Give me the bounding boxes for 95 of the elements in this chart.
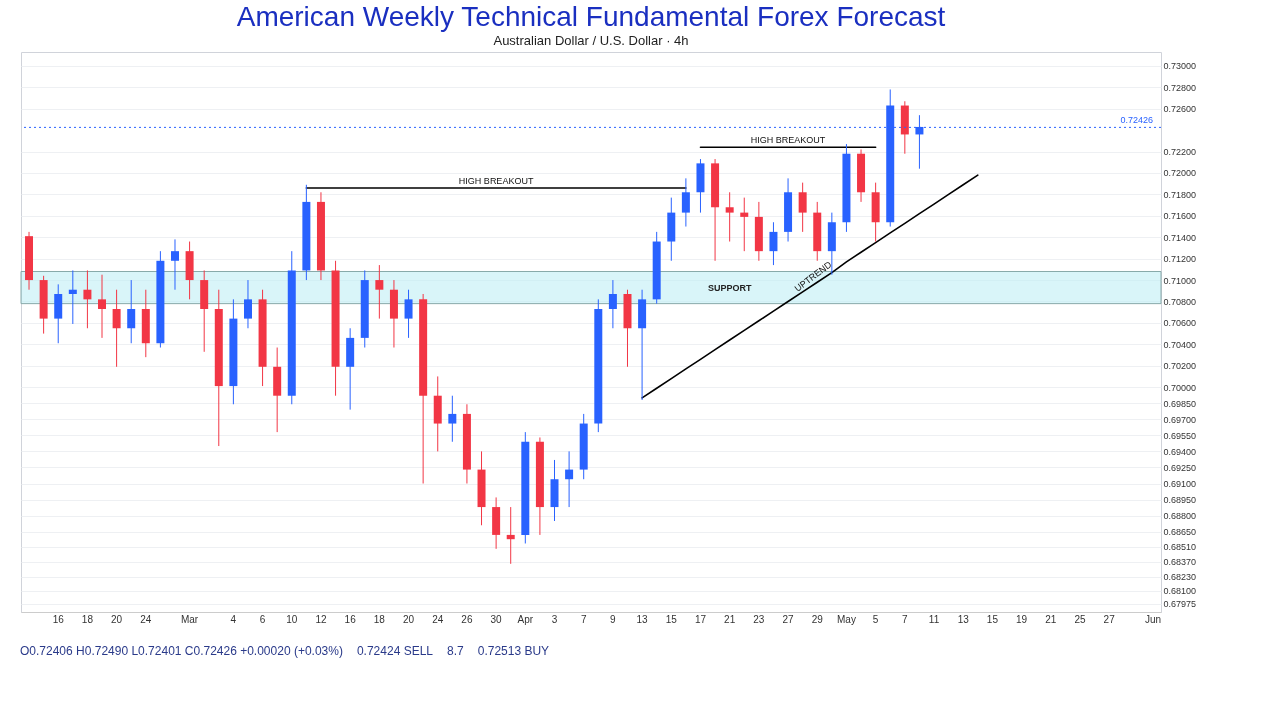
x-tick-label: 24 <box>140 613 152 625</box>
candlestick <box>83 269 92 329</box>
y-tick-label: 0.68510 <box>1163 542 1197 553</box>
candlestick <box>608 279 617 329</box>
candlestick <box>725 191 734 243</box>
x-tick-label: 18 <box>373 613 386 625</box>
y-tick-label: 0.67975 <box>1163 599 1197 610</box>
x-tick-label: 23 <box>753 613 765 625</box>
x-tick-label: 16 <box>344 613 357 625</box>
x-tick-label: 27 <box>782 613 795 625</box>
x-tick-label: 3 <box>551 613 558 625</box>
x-tick-label: 10 <box>286 613 298 625</box>
y-tick-label: 0.72800 <box>1163 82 1197 93</box>
text: 8.7 <box>447 644 464 658</box>
candlestick <box>170 238 179 291</box>
x-tick-label: 25 <box>1074 613 1086 625</box>
x-tick-label: 4 <box>230 613 237 625</box>
y-tick-label: 0.68230 <box>1163 572 1197 583</box>
candlestick <box>681 177 690 228</box>
x-tick-label: 17 <box>694 613 707 625</box>
x-tick-label: 12 <box>315 613 327 625</box>
chart-subtitle: Australian Dollar / U.S. Dollar · 4h <box>493 33 689 48</box>
x-tick-label: 29 <box>811 613 824 625</box>
text: 0.72513 BUY <box>477 644 550 658</box>
y-tick-label: 0.68800 <box>1163 511 1197 522</box>
y-tick-label: 0.71200 <box>1163 254 1197 265</box>
series-label: HIGH BREAKOUT <box>750 135 826 146</box>
ref-line-label: 0.72426 <box>1120 115 1153 126</box>
x-tick-label: 13 <box>957 613 970 625</box>
candlestick <box>448 395 457 443</box>
candlestick <box>127 279 136 344</box>
y-tick-label: 0.69250 <box>1163 462 1197 473</box>
y-tick-label: 0.70400 <box>1163 339 1197 350</box>
line-series <box>641 174 979 399</box>
chart-title: American Weekly Technical Fundamental Forex Forecast <box>236 1 946 32</box>
x-tick-label: 30 <box>490 613 503 625</box>
y-tick-label: 0.68370 <box>1163 557 1197 568</box>
x-tick-label: 24 <box>432 613 444 625</box>
y-tick-label: 0.71800 <box>1163 189 1197 200</box>
series-label: HIGH BREAKOUT <box>458 175 534 186</box>
candlestick <box>68 269 77 325</box>
y-tick-label: 0.69100 <box>1163 479 1197 490</box>
x-tick-label: 16 <box>52 613 65 625</box>
text: 0.72424 SELL <box>356 644 434 658</box>
x-tick-label: 21 <box>1045 613 1057 625</box>
candlestick <box>112 289 121 368</box>
x-tick-label: 7 <box>580 613 587 625</box>
x-tick-label: 26 <box>461 613 473 625</box>
y-tick-label: 0.69850 <box>1163 398 1197 409</box>
candlestick <box>769 221 778 266</box>
y-tick-label: 0.70200 <box>1163 361 1197 372</box>
x-tick-label: 20 <box>402 613 415 625</box>
x-tick-label: 11 <box>928 613 940 625</box>
text: O0.72406 H0.72490 L0.72401 C0.72426 +0.00020 (+0.03%) <box>20 644 343 658</box>
y-tick-label: 0.72000 <box>1163 168 1197 179</box>
y-tick-label: 0.69400 <box>1163 446 1197 457</box>
y-tick-label: 0.68100 <box>1163 586 1197 597</box>
y-tick-label: 0.73000 <box>1163 61 1197 72</box>
candlestick <box>98 274 107 339</box>
candlestick <box>243 279 252 329</box>
candlestick <box>565 450 574 508</box>
y-tick-label: 0.71400 <box>1163 232 1197 243</box>
y-tick-label: 0.71000 <box>1163 275 1197 286</box>
y-tick-label: 0.70800 <box>1163 296 1197 307</box>
x-tick-label: 7 <box>902 613 909 625</box>
x-tick-label: 15 <box>986 613 999 625</box>
x-tick-label: Mar <box>180 613 199 625</box>
candlestick <box>798 182 807 233</box>
candlestick <box>404 289 413 339</box>
x-tick-label: 9 <box>610 613 617 625</box>
candlestick <box>740 197 749 252</box>
x-tick-label: 5 <box>872 613 879 625</box>
y-tick-label: 0.70600 <box>1163 318 1197 329</box>
y-tick-label: 0.69700 <box>1163 414 1197 425</box>
candlestick <box>506 506 515 565</box>
y-tick-label: 0.68950 <box>1163 495 1197 506</box>
y-tick-label: 0.72600 <box>1163 104 1197 115</box>
x-tick-label: 20 <box>111 613 123 625</box>
y-tick-label: 0.68650 <box>1163 527 1197 538</box>
x-tick-label: Jun <box>1144 613 1162 625</box>
x-tick-label: 6 <box>259 613 266 625</box>
x-tick-label: 19 <box>1016 613 1028 625</box>
x-tick-label: May <box>836 613 856 625</box>
x-tick-label: Apr <box>517 613 534 625</box>
y-tick-label: 0.70000 <box>1163 382 1197 393</box>
candlestick <box>375 264 384 320</box>
x-tick-label: 13 <box>636 613 649 625</box>
band-label: SUPPORT <box>707 282 752 293</box>
y-tick-label: 0.72200 <box>1163 147 1197 158</box>
x-tick-label: 27 <box>1103 613 1116 625</box>
x-tick-label: 18 <box>81 613 94 625</box>
x-tick-label: 21 <box>724 613 736 625</box>
y-tick-label: 0.69550 <box>1163 430 1197 441</box>
y-tick-label: 0.71600 <box>1163 211 1197 222</box>
x-tick-label: 15 <box>665 613 678 625</box>
